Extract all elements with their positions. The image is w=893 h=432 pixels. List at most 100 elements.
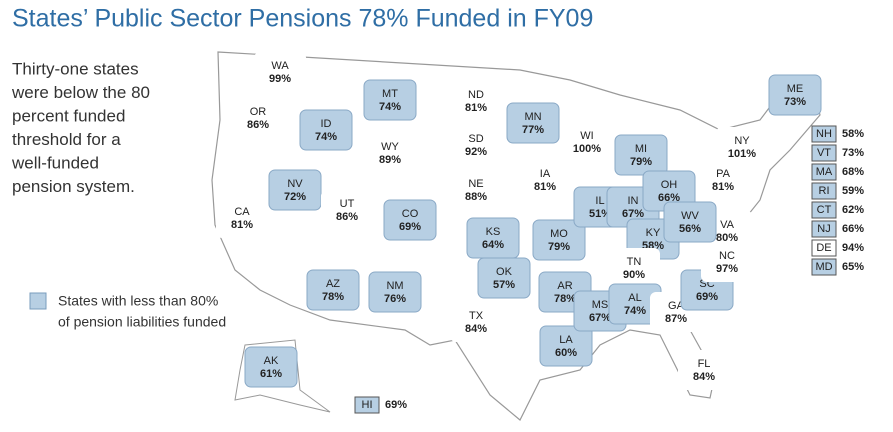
state-value: 84% xyxy=(693,371,715,383)
state-region xyxy=(216,198,268,238)
state-value: 81% xyxy=(534,181,556,193)
state-value: 51% xyxy=(589,208,611,220)
state-region xyxy=(268,169,322,211)
state-abbr: KY xyxy=(646,227,661,239)
description-line: threshold for a xyxy=(12,130,121,149)
state-abbr: MI xyxy=(635,143,647,155)
state-abbr: NC xyxy=(719,250,735,262)
state-value: 73% xyxy=(842,147,864,159)
state-abbr: ID xyxy=(321,118,332,130)
state-value: 74% xyxy=(315,131,337,143)
state-value: 69% xyxy=(399,221,421,233)
state-region xyxy=(539,325,593,367)
state-abbr: VT xyxy=(817,147,831,159)
state-abbr: OR xyxy=(250,106,267,118)
state-value: 64% xyxy=(482,239,504,251)
state-abbr: CT xyxy=(817,204,832,216)
state-abbr: WI xyxy=(580,130,593,142)
state-value: 87% xyxy=(665,313,687,325)
state-abbr: ND xyxy=(468,89,484,101)
state-abbr: IL xyxy=(595,195,604,207)
state-value: 74% xyxy=(379,101,401,113)
state-box xyxy=(354,396,380,414)
state-box xyxy=(811,220,837,238)
state-value: 61% xyxy=(260,368,282,380)
state-box xyxy=(811,201,837,219)
state-value: 77% xyxy=(522,124,544,136)
state-region xyxy=(614,134,668,176)
state-region xyxy=(232,98,284,138)
state-abbr: SD xyxy=(468,133,483,145)
state-abbr: NV xyxy=(287,178,303,190)
state-abbr: MT xyxy=(382,88,398,100)
state-abbr: WA xyxy=(271,60,289,72)
state-value: 72% xyxy=(284,191,306,203)
state-region xyxy=(254,52,306,92)
state-abbr: MD xyxy=(815,261,832,273)
title: States’ Public Sector Pensions 78% Funde… xyxy=(12,5,593,33)
state-region xyxy=(701,242,753,282)
state-abbr: CO xyxy=(402,208,419,220)
state-value: 100% xyxy=(573,143,601,155)
state-value: 68% xyxy=(842,166,864,178)
state-abbr: AK xyxy=(264,355,279,367)
state-box xyxy=(811,182,837,200)
state-abbr: WY xyxy=(381,141,399,153)
state-value: 89% xyxy=(379,154,401,166)
state-region xyxy=(768,74,822,116)
state-value: 94% xyxy=(842,242,864,254)
state-value: 59% xyxy=(842,185,864,197)
state-value: 69% xyxy=(696,291,718,303)
state-region xyxy=(244,346,298,388)
state-region xyxy=(450,170,502,210)
state-value: 90% xyxy=(623,269,645,281)
state-value: 65% xyxy=(842,261,864,273)
state-value: 81% xyxy=(712,181,734,193)
state-value: 81% xyxy=(465,102,487,114)
state-abbr: IN xyxy=(628,195,639,207)
state-region xyxy=(368,271,422,313)
state-abbr: HI xyxy=(362,399,373,411)
state-abbr: NE xyxy=(468,178,483,190)
state-value: 79% xyxy=(548,241,570,253)
state-abbr: ME xyxy=(787,83,804,95)
state-value: 60% xyxy=(555,347,577,359)
state-region xyxy=(697,160,749,200)
state-region xyxy=(663,201,717,243)
state-abbr: GA xyxy=(668,300,685,312)
state-box xyxy=(811,144,837,162)
state-box xyxy=(811,125,837,143)
state-value: 57% xyxy=(493,279,515,291)
description-line: Thirty-one states xyxy=(12,59,139,78)
state-value: 84% xyxy=(465,323,487,335)
state-abbr: IA xyxy=(540,168,551,180)
state-value: 62% xyxy=(842,204,864,216)
state-region xyxy=(450,125,502,165)
legend-text: States with less than 80% xyxy=(58,293,218,309)
state-abbr: KS xyxy=(486,226,501,238)
state-abbr: NJ xyxy=(817,223,830,235)
state-region xyxy=(450,81,502,121)
state-abbr: WV xyxy=(681,210,699,222)
state-value: 99% xyxy=(269,73,291,85)
state-abbr: UT xyxy=(340,198,355,210)
state-abbr: AZ xyxy=(326,278,340,290)
state-value: 66% xyxy=(842,223,864,235)
state-value: 97% xyxy=(716,263,738,275)
state-value: 69% xyxy=(385,399,407,411)
state-abbr: OH xyxy=(661,179,678,191)
state-value: 86% xyxy=(247,119,269,131)
state-value: 76% xyxy=(384,293,406,305)
state-region xyxy=(561,122,613,162)
state-value: 81% xyxy=(231,219,253,231)
state-value: 88% xyxy=(465,191,487,203)
state-abbr: FL xyxy=(698,358,711,370)
state-region xyxy=(519,160,571,200)
state-abbr: PA xyxy=(716,168,731,180)
state-abbr: TN xyxy=(627,256,642,268)
description-line: were below the 80 xyxy=(11,83,150,102)
state-abbr: TX xyxy=(469,310,484,322)
state-value: 86% xyxy=(336,211,358,223)
state-value: 92% xyxy=(465,146,487,158)
